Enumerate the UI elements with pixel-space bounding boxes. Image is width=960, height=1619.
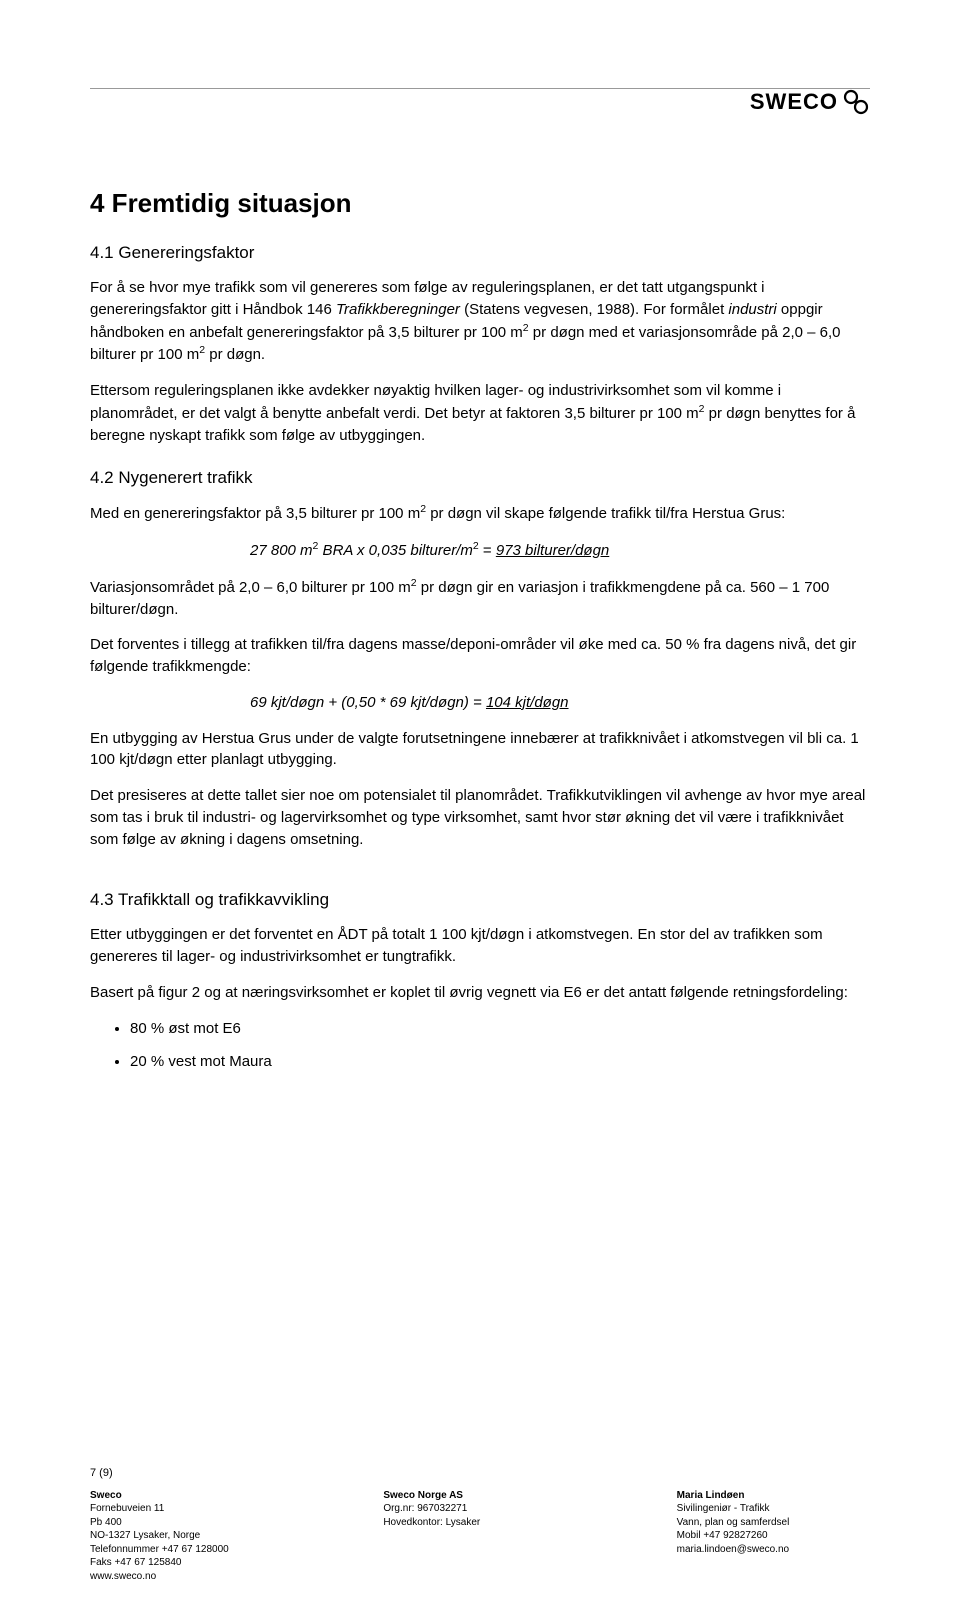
paragraph-4-2-2: Variasjonsområdet på 2,0 – 6,0 bilturer … [90,576,870,621]
paragraph-4-2-4: En utbygging av Herstua Grus under de va… [90,728,870,772]
footer-columns: Sweco Fornebuveien 11 Pb 400 NO-1327 Lys… [90,1489,870,1584]
footer-col-2: Sweco Norge AS Org.nr: 967032271 Hovedko… [383,1489,576,1584]
section-title: 4 Fremtidig situasjon [90,188,870,219]
subsection-4-3-heading: 4.3 Trafikktall og trafikkavvikling [90,890,870,910]
footer-line: maria.lindoen@sweco.no [677,1543,870,1557]
text: 69 kjt/døgn + (0,50 * 69 kjt/døgn) = [250,694,486,711]
footer-col-1: Sweco Fornebuveien 11 Pb 400 NO-1327 Lys… [90,1489,283,1584]
formula-2: 69 kjt/døgn + (0,50 * 69 kjt/døgn) = 104… [250,692,870,714]
paragraph-4-2-1: Med en genereringsfaktor på 3,5 bilturer… [90,502,870,525]
text-italic: industri [728,301,776,318]
list-item: 20 % vest mot Maura [130,1051,870,1073]
subsection-4-2-heading: 4.2 Nygenerert trafikk [90,468,870,488]
footer-line: Pb 400 [90,1516,283,1530]
footer-line: Sweco [90,1489,283,1503]
text: Med en genereringsfaktor på 3,5 bilturer… [90,505,420,522]
bullet-list: 80 % øst mot E6 20 % vest mot Maura [130,1018,870,1074]
page-number: 7 (9) [90,1466,870,1481]
footer-line: Sivilingeniør - Trafikk [677,1502,870,1516]
footer-line: NO-1327 Lysaker, Norge [90,1529,283,1543]
footer-line: www.sweco.no [90,1570,283,1584]
footer-line: Maria Lindøen [677,1489,870,1503]
paragraph-4-3-2: Basert på figur 2 og at næringsvirksomhe… [90,982,870,1004]
paragraph-4-1-2: Ettersom reguleringsplanen ikke avdekker… [90,380,870,446]
text: 27 800 m [250,542,313,559]
footer-line: Fornebuveien 11 [90,1502,283,1516]
footer-line: Sweco Norge AS [383,1489,576,1503]
paragraph-4-1-1: For å se hvor mye trafikk som vil genere… [90,277,870,366]
text-underline: 104 kjt/døgn [486,694,569,711]
text-underline: 973 bilturer/døgn [496,542,609,559]
paragraph-4-3-1: Etter utbyggingen er det forventet en ÅD… [90,924,870,968]
page-footer: 7 (9) Sweco Fornebuveien 11 Pb 400 NO-13… [90,1466,870,1583]
footer-line: Mobil +47 92827260 [677,1529,870,1543]
text: = [479,542,496,559]
formula-1: 27 800 m2 BRA x 0,035 bilturer/m2 = 973 … [250,539,870,562]
footer-col-3: Maria Lindøen Sivilingeniør - Trafikk Va… [677,1489,870,1584]
text: pr døgn vil skape følgende trafikk til/f… [426,505,785,522]
logo-mark-icon [842,88,870,116]
document-page: SWECO 4 Fremtidig situasjon 4.1 Genereri… [0,0,960,1619]
text-italic: Trafikkberegninger [336,301,460,318]
list-item: 80 % øst mot E6 [130,1018,870,1040]
footer-line: Hovedkontor: Lysaker [383,1516,576,1530]
page-header: SWECO [90,88,870,148]
sweco-logo: SWECO [750,88,870,116]
text: pr døgn. [205,346,265,363]
subsection-4-1-heading: 4.1 Genereringsfaktor [90,243,870,263]
text: Variasjonsområdet på 2,0 – 6,0 bilturer … [90,579,411,596]
logo-text: SWECO [750,89,838,115]
footer-line: Telefonnummer +47 67 128000 [90,1543,283,1557]
footer-line: Vann, plan og samferdsel [677,1516,870,1530]
text: BRA x 0,035 bilturer/m [318,542,473,559]
paragraph-4-2-3: Det forventes i tillegg at trafikken til… [90,634,870,678]
footer-line: Org.nr: 967032271 [383,1502,576,1516]
paragraph-4-2-5: Det presiseres at dette tallet sier noe … [90,785,870,850]
text: (Statens vegvesen, 1988). For formålet [460,301,728,318]
text: Ettersom reguleringsplanen ikke avdekker… [90,382,781,422]
footer-line: Faks +47 67 125840 [90,1556,283,1570]
